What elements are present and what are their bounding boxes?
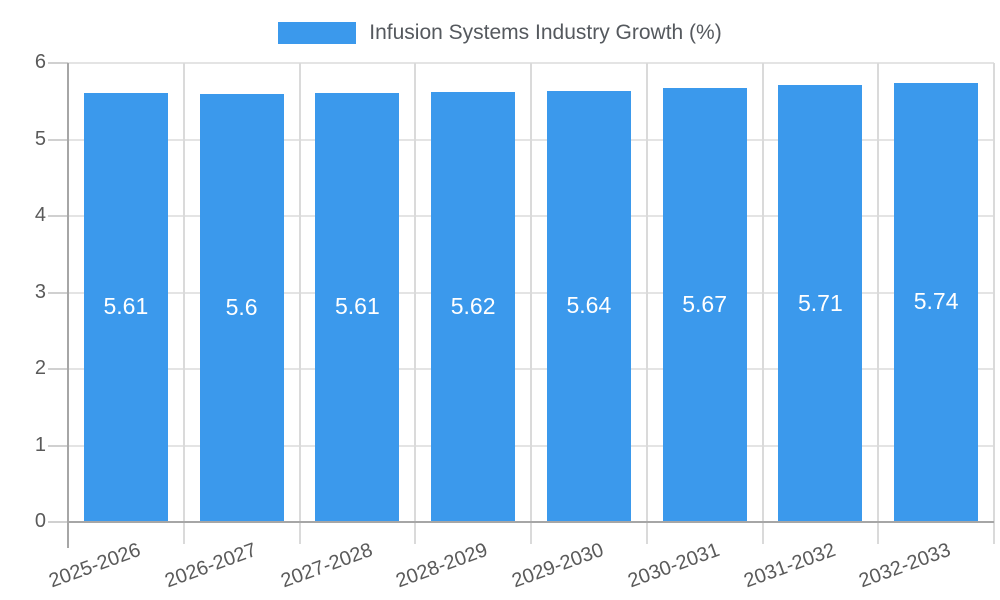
x-tick-label: 2030-2031 [625, 538, 723, 593]
x-tick-label: 2031-2032 [740, 538, 839, 593]
bar-value-label: 5.62 [450, 293, 496, 320]
x-gridline [993, 63, 995, 544]
bar-value-label: 5.71 [797, 289, 843, 316]
x-tick-label: 2026-2027 [162, 538, 260, 593]
y-tick-label: 2 [34, 357, 46, 379]
bar-value-label: 5.6 [225, 293, 258, 320]
bar[interactable] [199, 93, 284, 522]
bar-value-label: 5.64 [566, 292, 612, 319]
x-tick-label: 2025-2026 [46, 538, 144, 593]
y-tick-label: 0 [34, 510, 46, 532]
bar[interactable] [778, 85, 863, 522]
x-tick-label: 2032-2033 [856, 538, 954, 593]
x-gridline [877, 63, 880, 544]
bar-value-label: 5.67 [682, 291, 727, 318]
y-tick [48, 291, 68, 294]
y-tick [48, 368, 68, 370]
y-tick-label: 5 [34, 127, 46, 150]
bar[interactable] [315, 92, 400, 522]
y-tick [48, 138, 68, 141]
chart-title: Infusion Systems Industry Growth (%) [369, 21, 722, 44]
y-tick [48, 444, 68, 447]
x-axis-line [68, 521, 994, 523]
x-gridline [761, 63, 764, 544]
x-gridline [414, 63, 417, 544]
x-gridline [298, 63, 301, 544]
y-tick [48, 62, 68, 64]
y-tick-label: 6 [34, 51, 46, 73]
chart-legend[interactable]: Infusion Systems Industry Growth (%) [0, 20, 1000, 46]
y-tick-label: 4 [34, 204, 46, 226]
y-tick [48, 215, 68, 217]
x-gridline [182, 63, 185, 544]
y-tick [48, 521, 68, 523]
x-gridline [645, 63, 648, 544]
x-tick-label: 2029-2030 [509, 538, 607, 593]
y-tick-label: 3 [34, 280, 46, 303]
bar[interactable] [546, 90, 631, 522]
bar[interactable] [894, 82, 979, 522]
bar-value-label: 5.61 [103, 293, 149, 320]
legend-swatch-icon [278, 22, 357, 44]
y-tick-label: 1 [34, 433, 46, 456]
y-axis-line [67, 63, 69, 548]
bar-value-label: 5.74 [913, 288, 959, 315]
bar[interactable] [431, 92, 516, 522]
x-tick-label: 2027-2028 [277, 538, 376, 593]
x-gridline [530, 63, 532, 544]
x-tick-label: 2028-2029 [393, 538, 491, 593]
bar[interactable] [83, 92, 168, 522]
bar[interactable] [662, 88, 747, 522]
bar-value-label: 5.61 [334, 293, 380, 320]
